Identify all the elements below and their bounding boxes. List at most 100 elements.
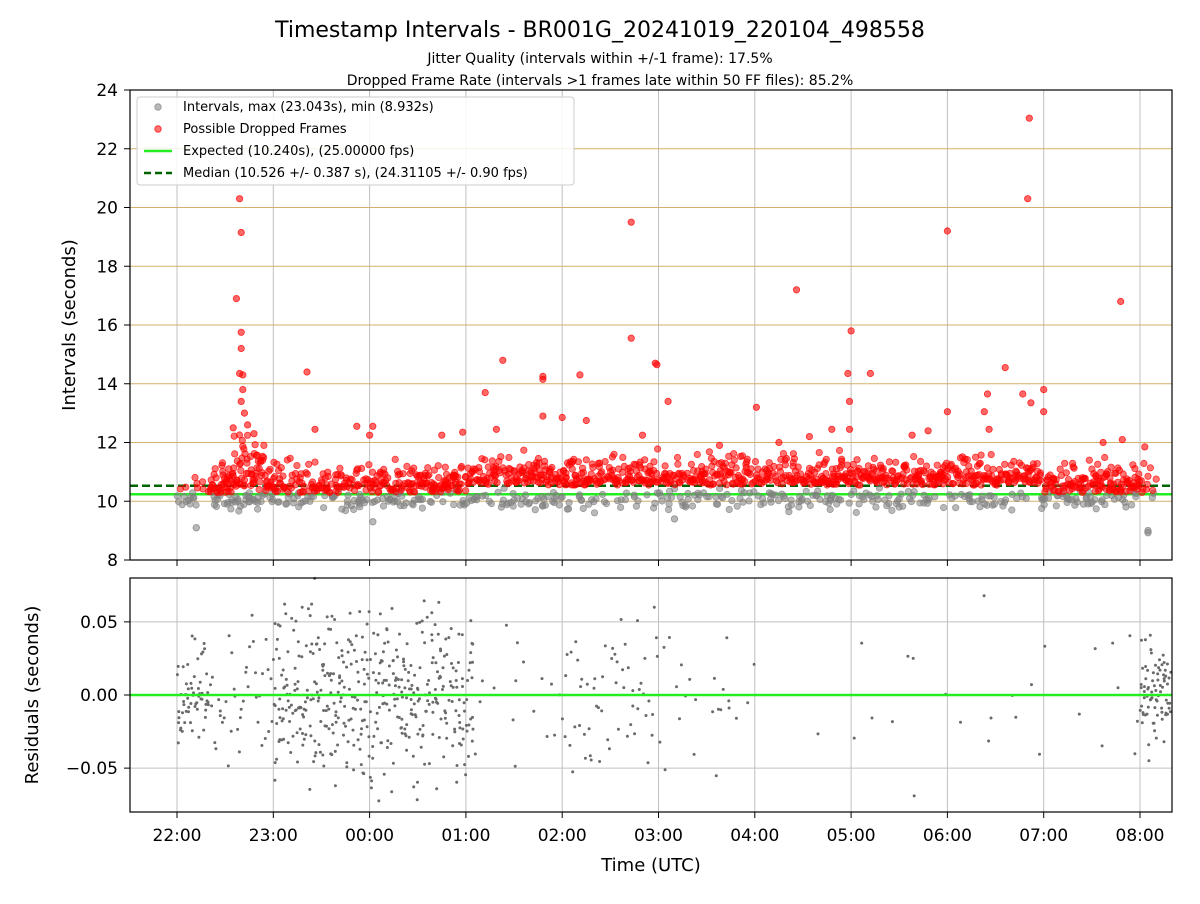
interval-point: [682, 503, 690, 511]
intervals-y-tick-label: 20: [96, 199, 118, 219]
residual-point: [1152, 684, 1156, 688]
residual-point: [402, 660, 406, 664]
residual-point: [425, 682, 429, 686]
residual-point: [336, 690, 340, 694]
residual-point: [180, 729, 184, 733]
residual-point: [1133, 752, 1137, 756]
residual-point: [246, 685, 250, 689]
residual-point: [441, 684, 445, 688]
interval-point: [688, 502, 697, 510]
dropped-frame-point: [794, 463, 802, 471]
residual-point: [394, 678, 397, 682]
residual-point: [238, 716, 242, 720]
residual-point: [250, 613, 254, 617]
residual-point: [1166, 682, 1169, 686]
residual-point: [342, 685, 346, 689]
residual-point: [322, 764, 326, 768]
residual-point: [655, 654, 659, 658]
residual-point: [1157, 666, 1161, 670]
residual-point: [264, 637, 268, 641]
residual-point: [403, 686, 407, 690]
residual-point: [1141, 666, 1145, 670]
residual-point: [427, 762, 431, 766]
residual-point: [400, 695, 404, 699]
dropped-frame-point: [845, 397, 854, 405]
dropped-frame-point: [1024, 195, 1032, 203]
residual-point: [422, 599, 426, 603]
residual-point: [365, 622, 369, 626]
residual-point: [1167, 706, 1171, 710]
residual-point: [1161, 653, 1165, 657]
residual-point: [362, 718, 366, 722]
residual-point: [182, 700, 186, 703]
residual-point: [400, 726, 403, 730]
residual-point: [1140, 704, 1144, 708]
interval-point: [544, 492, 552, 500]
residual-point: [430, 633, 434, 637]
residual-point: [330, 753, 334, 757]
residual-point: [644, 714, 648, 717]
intervals-y-axis-label: Intervals (seconds): [59, 239, 80, 411]
residual-point: [402, 664, 406, 668]
residual-point: [727, 699, 731, 703]
residual-point: [1146, 668, 1150, 672]
residual-point: [1014, 715, 1018, 719]
residual-point: [471, 727, 475, 731]
dropped-frame-point: [892, 458, 900, 466]
residual-point: [464, 773, 468, 777]
residual-point: [420, 630, 424, 634]
residual-point: [1148, 633, 1152, 637]
residual-point: [187, 705, 191, 709]
legend-label-dropped: Possible Dropped Frames: [183, 122, 347, 137]
residual-point: [420, 619, 424, 623]
dropped-frame-point: [1094, 460, 1102, 468]
residual-point: [473, 752, 477, 756]
interval-point: [192, 501, 200, 509]
interval-point: [814, 487, 822, 495]
residual-point: [663, 768, 667, 772]
residuals-y-ticks: 0.05 0.00 −0.05: [66, 613, 130, 779]
residual-point: [278, 624, 282, 628]
residual-point: [456, 661, 460, 664]
interval-point: [705, 493, 713, 501]
dropped-frame-point: [956, 470, 964, 478]
residual-point: [365, 658, 369, 662]
residual-point: [1154, 736, 1158, 740]
residual-point: [369, 786, 373, 790]
dropped-frame-point: [870, 454, 878, 462]
residual-point: [229, 729, 233, 733]
residual-point: [382, 678, 386, 682]
interval-point: [750, 488, 758, 496]
residual-point: [292, 628, 296, 632]
residual-point: [193, 637, 197, 641]
residual-point: [330, 723, 334, 727]
residual-point: [445, 721, 449, 725]
residual-point: [465, 698, 469, 702]
interval-point: [579, 504, 587, 513]
residual-point: [1156, 678, 1160, 682]
residual-point: [352, 648, 356, 652]
residual-point: [393, 684, 397, 688]
residual-point: [202, 642, 206, 645]
residual-point: [203, 715, 207, 719]
residual-point: [1149, 648, 1153, 652]
residual-point: [626, 666, 630, 670]
residual-point: [444, 711, 448, 715]
residual-point: [390, 607, 394, 610]
interval-point: [418, 504, 426, 512]
dropped-frame-point: [1019, 390, 1027, 398]
residual-point: [220, 720, 224, 724]
dropped-frame-point: [368, 468, 377, 476]
dropped-frame-point: [457, 462, 466, 471]
residual-point: [303, 700, 307, 704]
residual-point: [540, 677, 544, 681]
residual-point: [752, 662, 756, 666]
residual-point: [578, 724, 581, 727]
dropped-frame-point: [650, 458, 658, 466]
dropped-frame-point: [693, 450, 701, 459]
dropped-frame-point: [336, 464, 344, 472]
residual-point: [301, 713, 305, 717]
residual-point: [355, 660, 358, 663]
interval-point: [1073, 498, 1081, 506]
residual-point: [1160, 717, 1164, 721]
